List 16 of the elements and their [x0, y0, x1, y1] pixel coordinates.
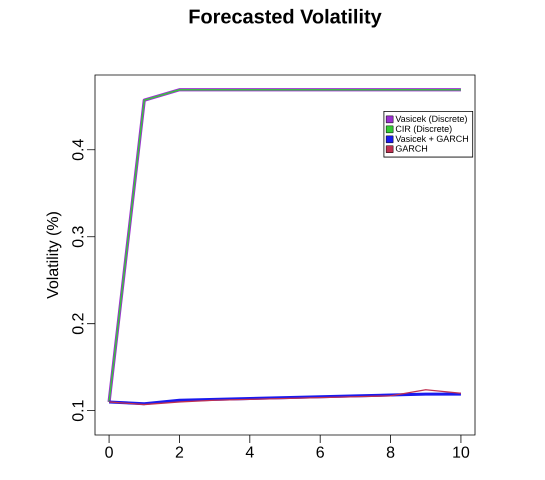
- x-tick-label: 10: [453, 446, 470, 458]
- y-tick-label: 0.3: [72, 226, 84, 248]
- chart-title: Forecasted Volatility: [190, 8, 382, 28]
- x-tick-label: 6: [316, 446, 324, 458]
- y-axis-title: Volatility (%): [46, 212, 62, 299]
- x-tick-label: 8: [386, 446, 394, 458]
- legend-label: GARCH: [396, 145, 428, 152]
- y-tick-label: 0.4: [72, 139, 84, 160]
- legend-label: Vasicek (Discrete): [395, 115, 467, 124]
- legend-label: Vasicek + GARCH: [395, 135, 468, 142]
- x-tick-label: 0: [105, 446, 113, 458]
- y-tick-label: 0.2: [72, 313, 84, 334]
- y-tick-label: 0.1: [72, 400, 84, 422]
- x-tick-label: 2: [176, 446, 184, 458]
- x-tick-label: 4: [246, 446, 254, 458]
- legend-label: CIR (Discrete): [396, 125, 452, 134]
